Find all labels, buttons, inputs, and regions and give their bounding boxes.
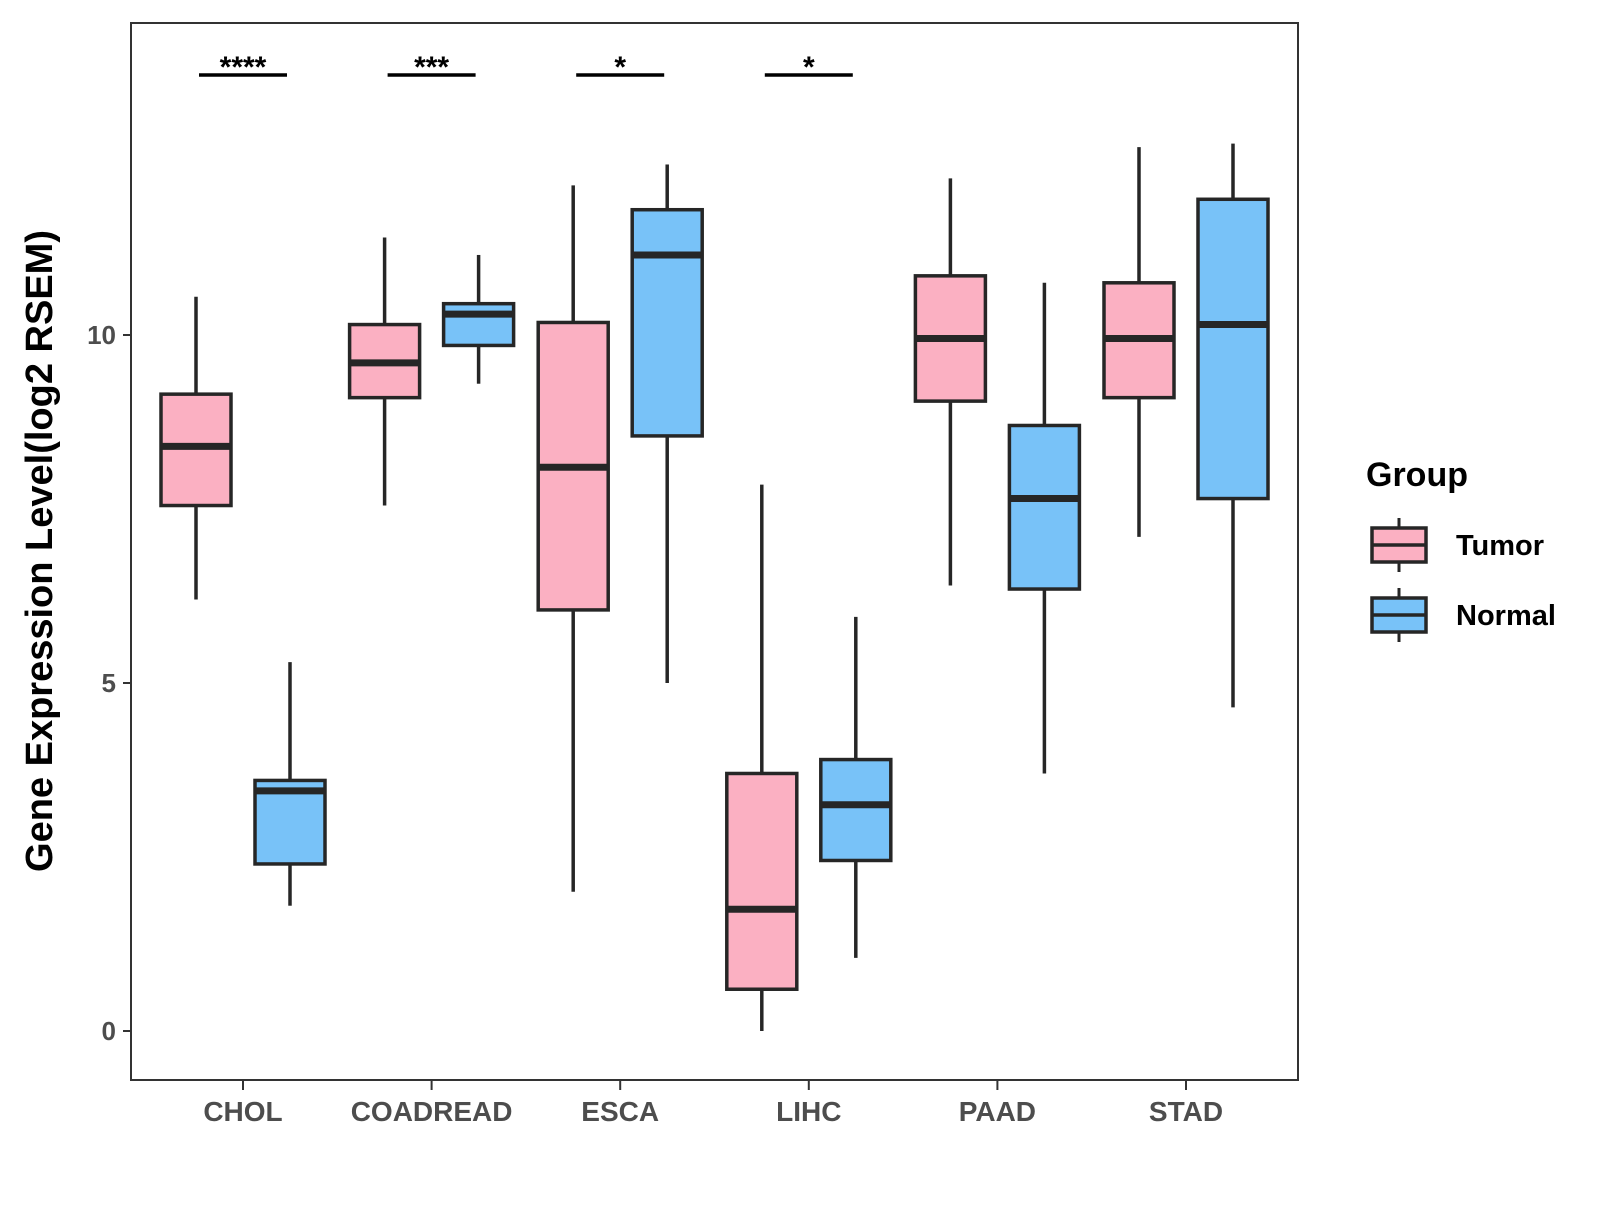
- box-normal-coadread: [441, 254, 516, 384]
- box-tumor-esca: [536, 185, 610, 892]
- y-axis: 0 5 10: [87, 320, 131, 1046]
- x-tick-label: PAAD: [959, 1096, 1036, 1127]
- x-tick-label: COADREAD: [351, 1096, 513, 1127]
- y-tick-label: 5: [102, 668, 116, 698]
- box-normal-lihc: [819, 616, 893, 958]
- y-tick-label: 10: [87, 320, 116, 350]
- box-body: [630, 207, 704, 438]
- plot-panel: [130, 22, 1299, 1081]
- box-tumor-paad: [913, 178, 988, 586]
- box-normal-chol: [253, 662, 327, 906]
- significance-label: ***: [414, 51, 449, 84]
- x-tick-label: CHOL: [203, 1096, 282, 1127]
- box-tumor-chol: [159, 296, 233, 600]
- box-body: [441, 301, 516, 348]
- significance-chol: ****: [199, 51, 287, 84]
- x-tick-label: STAD: [1149, 1096, 1223, 1127]
- legend: Group Tumor Normal: [1366, 456, 1556, 642]
- box-tumor-stad: [1102, 147, 1176, 537]
- legend-label: Tumor: [1456, 530, 1544, 562]
- legend-title: Group: [1366, 456, 1468, 494]
- y-tick-label: 0: [102, 1016, 116, 1046]
- box-body: [819, 757, 893, 863]
- box-normal-stad: [1196, 143, 1270, 708]
- significance-annotations: **** *** * *: [199, 51, 853, 84]
- legend-label: Normal: [1456, 600, 1556, 632]
- x-tick-label: LIHC: [776, 1096, 841, 1127]
- box-normal-paad: [1007, 282, 1082, 774]
- box-series-group: [159, 143, 1270, 1031]
- legend-item-normal: Normal: [1370, 588, 1556, 642]
- significance-esca: *: [576, 51, 665, 84]
- y-axis-title: Gene Expression Level(log2 RSEM): [19, 230, 61, 872]
- significance-coadread: ***: [387, 51, 476, 84]
- box-body: [1196, 197, 1270, 501]
- significance-label: *: [803, 51, 815, 84]
- x-tick-label: ESCA: [581, 1096, 659, 1127]
- legend-item-tumor: Tumor: [1370, 518, 1544, 572]
- box-body: [725, 771, 799, 991]
- significance-lihc: *: [764, 51, 853, 84]
- x-axis: CHOL COADREAD ESCA LIHC PAAD STAD: [203, 1080, 1223, 1127]
- box-body: [1007, 423, 1082, 591]
- box-tumor-lihc: [725, 484, 799, 1031]
- significance-label: ****: [220, 51, 267, 84]
- significance-label: *: [614, 51, 626, 84]
- box-normal-esca: [630, 164, 704, 683]
- box-tumor-coadread: [347, 237, 422, 506]
